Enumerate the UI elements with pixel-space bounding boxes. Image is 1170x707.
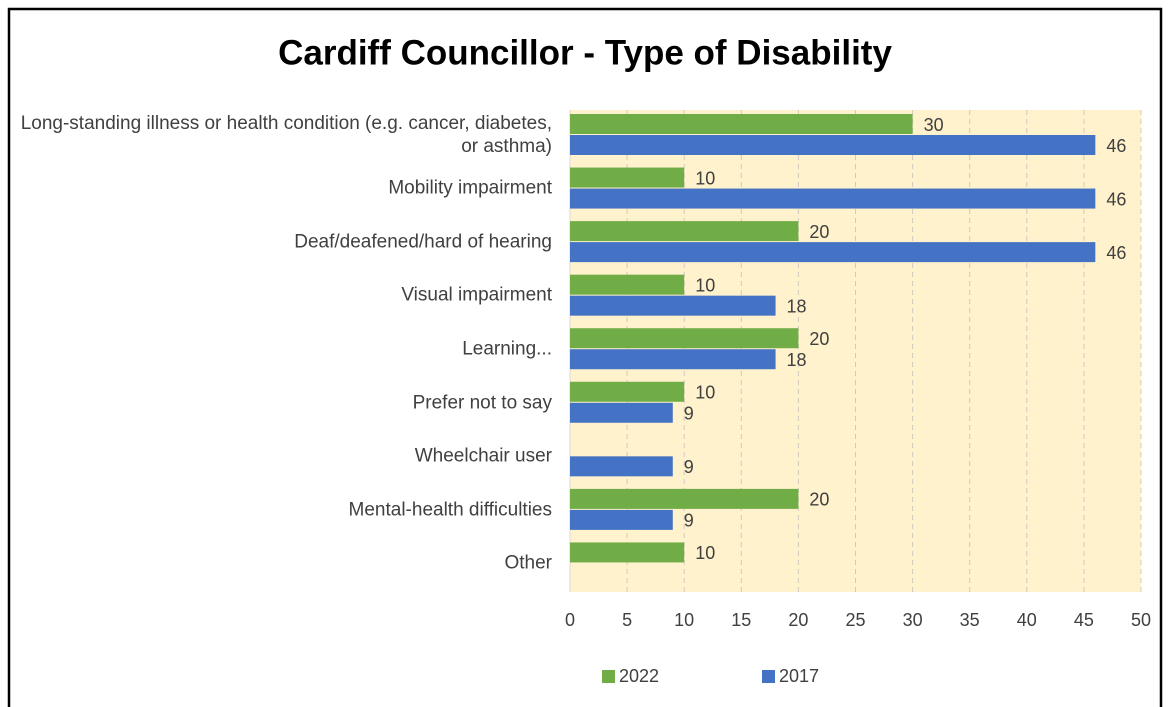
bar [570, 274, 685, 295]
x-tick-label: 50 [1131, 610, 1151, 630]
value-label: 18 [787, 296, 807, 316]
y-tick-label: Visual impairment [401, 284, 552, 306]
bar [570, 381, 685, 402]
value-label: 10 [695, 543, 715, 563]
legend-swatch [602, 670, 615, 683]
value-label: 18 [787, 350, 807, 370]
y-tick-label: Long-standing illness or health conditio… [20, 112, 552, 157]
value-label: 10 [695, 383, 715, 403]
bar [570, 328, 799, 349]
bar [570, 488, 799, 509]
bar [570, 349, 776, 370]
y-tick-label: Deaf/deafened/hard of hearing [294, 231, 552, 253]
value-label: 10 [695, 168, 715, 188]
value-label: 20 [809, 222, 829, 242]
x-tick-label: 15 [731, 610, 751, 630]
frame [7, 7, 1163, 707]
bar [570, 542, 685, 563]
legend-label: 2022 [619, 666, 659, 686]
value-label: 10 [695, 275, 715, 295]
bar [570, 114, 913, 134]
value-label: 9 [684, 457, 694, 477]
x-tick-label: 45 [1074, 610, 1094, 630]
value-label: 46 [1106, 136, 1126, 156]
value-label: 30 [924, 115, 944, 135]
x-tick-label: 20 [788, 610, 808, 630]
bar [570, 402, 673, 423]
value-label: 9 [684, 404, 694, 424]
chart-title: Cardiff Councillor - Type of Disability [278, 33, 892, 72]
legend-swatch [762, 670, 775, 683]
y-tick-label: Other [504, 552, 552, 574]
value-label: 46 [1106, 243, 1126, 263]
y-tick-label: Learning... [462, 338, 552, 360]
y-tick-label: Mental-health difficulties [348, 499, 552, 521]
x-tick-label: 40 [1017, 610, 1037, 630]
bar [570, 456, 673, 477]
bar [570, 509, 673, 530]
bar [570, 295, 776, 316]
x-tick-label: 0 [565, 610, 575, 630]
bar [570, 242, 1096, 263]
x-tick-label: 5 [622, 610, 632, 630]
value-label: 20 [809, 490, 829, 510]
y-tick-label: Mobility impairment [388, 177, 552, 199]
bar [570, 167, 685, 188]
value-label: 9 [684, 511, 694, 531]
bar [570, 221, 799, 242]
x-tick-label: 10 [674, 610, 694, 630]
bar [570, 135, 1096, 155]
value-label: 46 [1106, 189, 1126, 209]
x-tick-label: 25 [845, 610, 865, 630]
bar [570, 188, 1096, 209]
x-tick-label: 30 [903, 610, 923, 630]
x-tick-label: 35 [960, 610, 980, 630]
legend-label: 2017 [779, 666, 819, 686]
y-tick-label: Prefer not to say [412, 392, 552, 414]
value-label: 20 [809, 329, 829, 349]
y-tick-label: Wheelchair user [414, 445, 552, 467]
